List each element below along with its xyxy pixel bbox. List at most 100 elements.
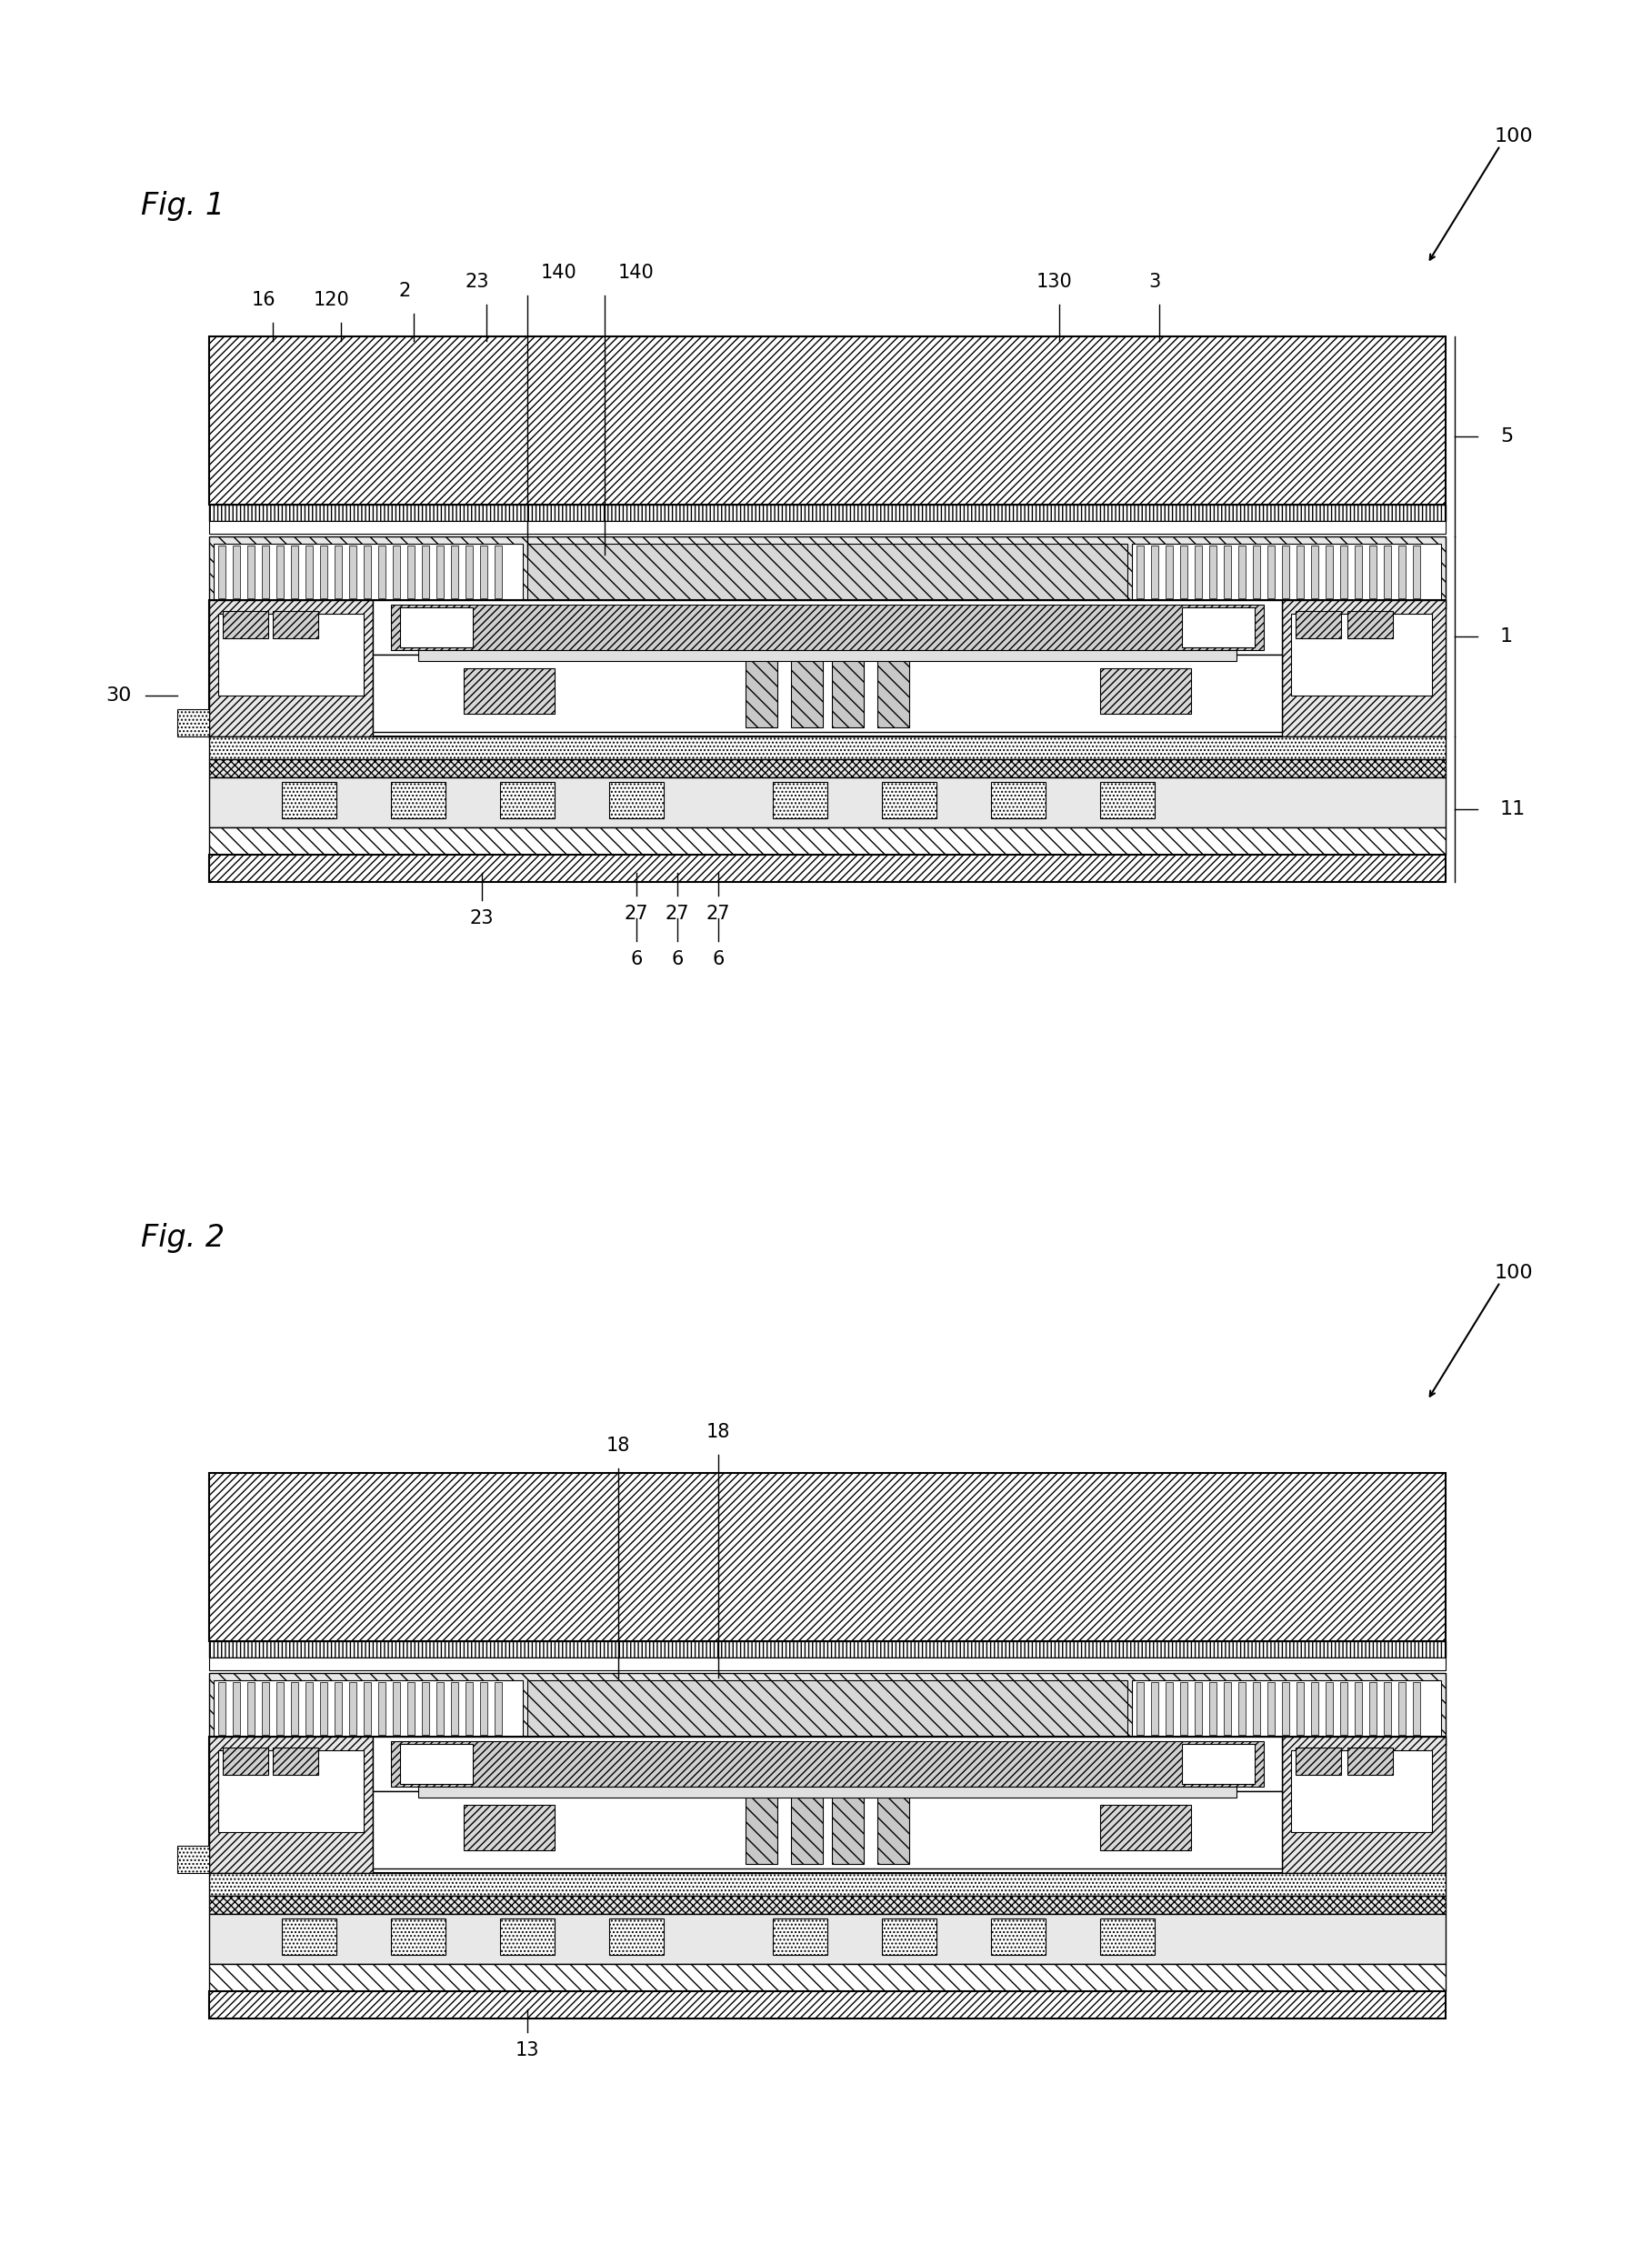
Bar [363, 1682, 372, 1734]
Text: 140: 140 [542, 263, 577, 281]
Text: Fig. 2: Fig. 2 [140, 1223, 225, 1252]
Bar [248, 1682, 254, 1734]
Text: 6: 6 [712, 951, 724, 969]
Bar [1370, 1682, 1376, 1734]
Bar [877, 654, 909, 727]
Text: 130: 130 [1036, 272, 1072, 292]
Bar [210, 521, 1446, 534]
Bar [400, 607, 472, 648]
Bar [1370, 546, 1376, 598]
Text: 27: 27 [666, 906, 689, 924]
Bar [408, 546, 415, 598]
Bar [1412, 1682, 1421, 1734]
Bar [263, 1682, 269, 1734]
Bar [481, 1682, 487, 1734]
Bar [1239, 546, 1246, 598]
Bar [223, 611, 268, 638]
Bar [1224, 546, 1231, 598]
Bar [276, 546, 284, 598]
Bar [210, 1736, 1446, 1872]
Bar [773, 781, 828, 817]
Bar [1180, 546, 1188, 598]
Bar [1181, 607, 1254, 648]
Bar [791, 1791, 823, 1863]
Bar [291, 546, 299, 598]
Bar [745, 654, 778, 727]
Bar [210, 1736, 373, 1872]
Bar [494, 1682, 502, 1734]
Bar [373, 600, 1282, 654]
Text: 6: 6 [631, 951, 643, 969]
Bar [408, 1682, 415, 1734]
Bar [282, 781, 337, 817]
Bar [400, 1743, 472, 1784]
Bar [210, 337, 1446, 505]
Bar [610, 781, 664, 817]
Bar [1151, 546, 1158, 598]
Bar [378, 546, 385, 598]
Bar [1151, 1682, 1158, 1734]
Bar [1267, 546, 1275, 598]
Text: 2: 2 [398, 281, 411, 301]
Bar [177, 1845, 210, 1872]
Bar [1348, 611, 1393, 638]
Bar [1282, 600, 1446, 736]
Text: Fig. 1: Fig. 1 [140, 190, 225, 222]
Bar [210, 826, 1446, 856]
Text: 120: 120 [314, 292, 350, 310]
Bar [282, 1918, 337, 1954]
Bar [1282, 1736, 1446, 1872]
Bar [421, 1682, 430, 1734]
Bar [210, 1963, 1446, 1992]
Text: 16: 16 [251, 292, 276, 310]
Bar [451, 546, 458, 598]
Bar [233, 546, 240, 598]
Bar [833, 1791, 864, 1863]
Bar [1239, 1682, 1246, 1734]
Bar [393, 546, 400, 598]
Bar [393, 1682, 400, 1734]
Bar [306, 1682, 312, 1734]
Bar [1224, 1682, 1231, 1734]
Bar [320, 1682, 327, 1734]
Bar [1137, 1682, 1143, 1734]
Text: 140: 140 [618, 263, 654, 281]
Text: 27: 27 [705, 906, 730, 924]
Bar [210, 736, 1446, 758]
Bar [1312, 546, 1318, 598]
Bar [1355, 1682, 1361, 1734]
Bar [1384, 1682, 1391, 1734]
Bar [436, 546, 444, 598]
Bar [418, 1786, 1236, 1798]
Bar [1340, 546, 1348, 598]
Bar [1252, 546, 1260, 598]
Bar [218, 546, 225, 598]
Bar [210, 1657, 1446, 1671]
Bar [213, 543, 522, 602]
Bar [1312, 1682, 1318, 1734]
Bar [210, 1895, 1446, 1913]
Bar [1282, 546, 1289, 598]
Text: 3: 3 [1148, 272, 1161, 292]
Bar [392, 781, 446, 817]
Bar [276, 1682, 284, 1734]
Bar [527, 543, 1127, 602]
Bar [1348, 1748, 1393, 1775]
Bar [210, 537, 1446, 609]
Bar [210, 1992, 1446, 2019]
Text: 18: 18 [606, 1438, 631, 1456]
Bar [745, 1791, 778, 1863]
Bar [418, 650, 1236, 661]
Bar [210, 1913, 1446, 1963]
Bar [882, 1918, 937, 1954]
Bar [1194, 546, 1203, 598]
Bar [392, 1918, 446, 1954]
Bar [991, 781, 1046, 817]
Bar [1100, 781, 1155, 817]
Bar [273, 1748, 319, 1775]
Text: 27: 27 [624, 906, 649, 924]
Bar [335, 546, 342, 598]
Text: 5: 5 [1500, 428, 1513, 446]
Bar [363, 546, 372, 598]
Bar [273, 611, 319, 638]
